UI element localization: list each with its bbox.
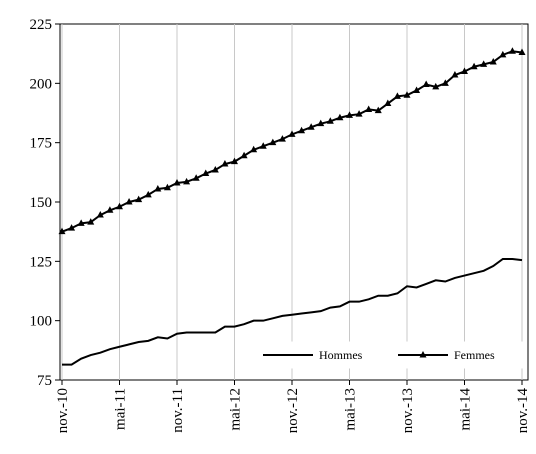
marker [106, 206, 114, 213]
marker [432, 82, 440, 90]
marker [231, 157, 238, 165]
marker [422, 80, 430, 88]
marker [173, 179, 181, 186]
x-tick-label: mai-12 [228, 388, 244, 431]
marker [384, 99, 392, 107]
x-tick-label: nov.-11 [170, 388, 186, 433]
marker [221, 160, 229, 167]
x-tick-label: nov.-12 [285, 388, 301, 433]
marker [346, 111, 353, 118]
legend: Hommes Femmes [254, 341, 524, 369]
x-tick-label: nov.-10 [55, 388, 71, 433]
legend-label: Hommes [319, 348, 363, 362]
marker [489, 57, 497, 65]
marker [278, 135, 286, 142]
marker [326, 117, 334, 124]
marker [336, 113, 344, 121]
marker [163, 183, 171, 191]
marker [365, 105, 373, 112]
marker [211, 165, 219, 173]
y-tick-label: 175 [30, 136, 53, 152]
marker [413, 86, 421, 93]
y-tick-label: 75 [37, 373, 52, 389]
marker [480, 60, 488, 67]
marker [470, 62, 478, 70]
legend-label: Femmes [454, 348, 495, 362]
marker [192, 174, 200, 181]
marker [499, 50, 507, 58]
marker [125, 198, 133, 205]
marker [374, 106, 382, 114]
marker [250, 145, 258, 153]
x-tick-label: mai-11 [113, 388, 129, 430]
marker [259, 142, 267, 149]
marker [240, 151, 248, 159]
y-tick-label: 100 [30, 314, 53, 330]
x-tick-label: nov.-13 [400, 388, 416, 433]
marker [393, 92, 401, 99]
marker [154, 184, 162, 192]
marker [87, 218, 95, 225]
marker [58, 227, 66, 235]
x-tick-label: nov.-14 [515, 388, 531, 434]
marker [317, 119, 325, 127]
marker [441, 79, 449, 86]
marker [135, 195, 143, 203]
y-tick-label: 125 [30, 254, 53, 270]
marker [183, 177, 191, 185]
x-tick-label: mai-13 [343, 388, 359, 431]
marker [288, 130, 296, 137]
marker [307, 123, 315, 130]
marker [269, 138, 277, 146]
marker [508, 47, 516, 54]
y-tick-label: 200 [30, 76, 53, 92]
marker [298, 126, 306, 134]
marker [77, 219, 85, 226]
marker [403, 91, 411, 98]
y-tick-label: 225 [30, 17, 53, 33]
marker [451, 71, 459, 78]
marker [355, 110, 363, 117]
legend-marker [419, 351, 427, 358]
marker [96, 211, 104, 218]
marker [518, 48, 526, 55]
marker [202, 169, 210, 177]
y-tick-label: 150 [30, 195, 53, 211]
marker [68, 224, 76, 231]
series-line [62, 257, 523, 366]
marker [116, 202, 123, 210]
marker [144, 190, 152, 198]
marker [461, 67, 468, 74]
x-tick-label: mai-14 [458, 388, 474, 431]
